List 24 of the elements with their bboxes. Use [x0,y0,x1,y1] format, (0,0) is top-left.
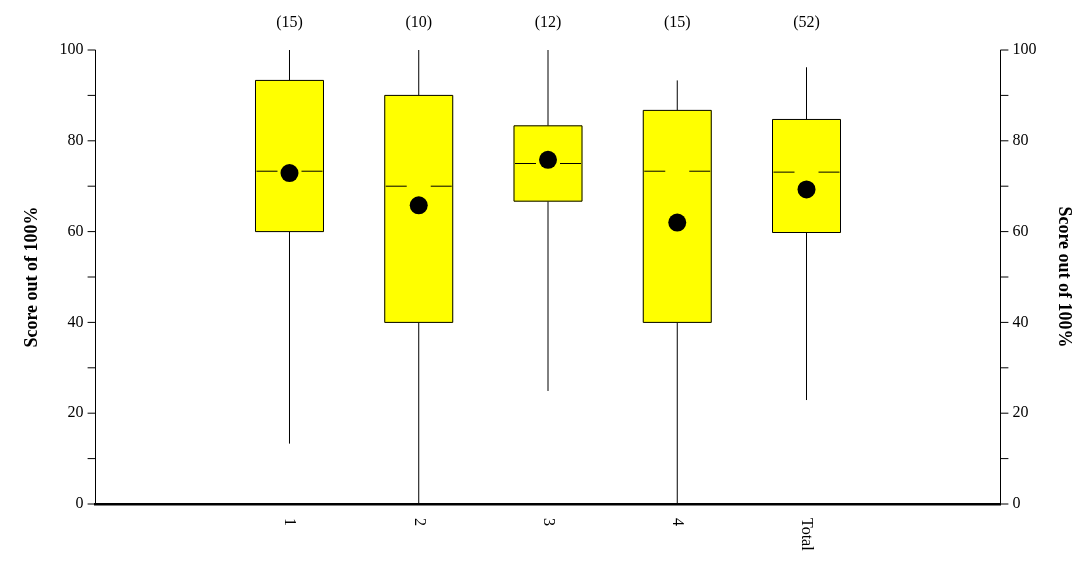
y2-tick-label: 0 [1012,494,1021,512]
x-tick-label: 3 [540,518,558,526]
text: (12) [534,13,562,32]
text: (15) [663,13,691,32]
x-tick-label: 2 [411,518,429,526]
y2-tick-label: 40 [1012,312,1029,330]
text: (15) [276,13,303,32]
x-tick-label: 4 [670,518,688,526]
text: (10) [405,13,433,32]
y2-axis-title: Score out of 100% [1054,206,1075,348]
text: (52) [793,13,820,32]
y-tick-label: 40 [67,312,84,330]
x-tick-label: Total [799,518,817,552]
y-tick-label: 60 [67,221,84,239]
y-axis-title: Score out of 100% [21,206,42,348]
y-tick-label: 20 [67,403,84,421]
x-tick-label: 1 [282,518,300,526]
y-tick-label: 100 [59,40,84,58]
y2-tick-label: 20 [1012,403,1029,421]
y2-tick-label: 60 [1012,221,1029,239]
y-tick-label: 80 [67,131,84,148]
y2-tick-label: 100 [1012,40,1037,58]
y-tick-label: 0 [75,494,84,512]
y2-tick-label: 80 [1012,131,1029,148]
